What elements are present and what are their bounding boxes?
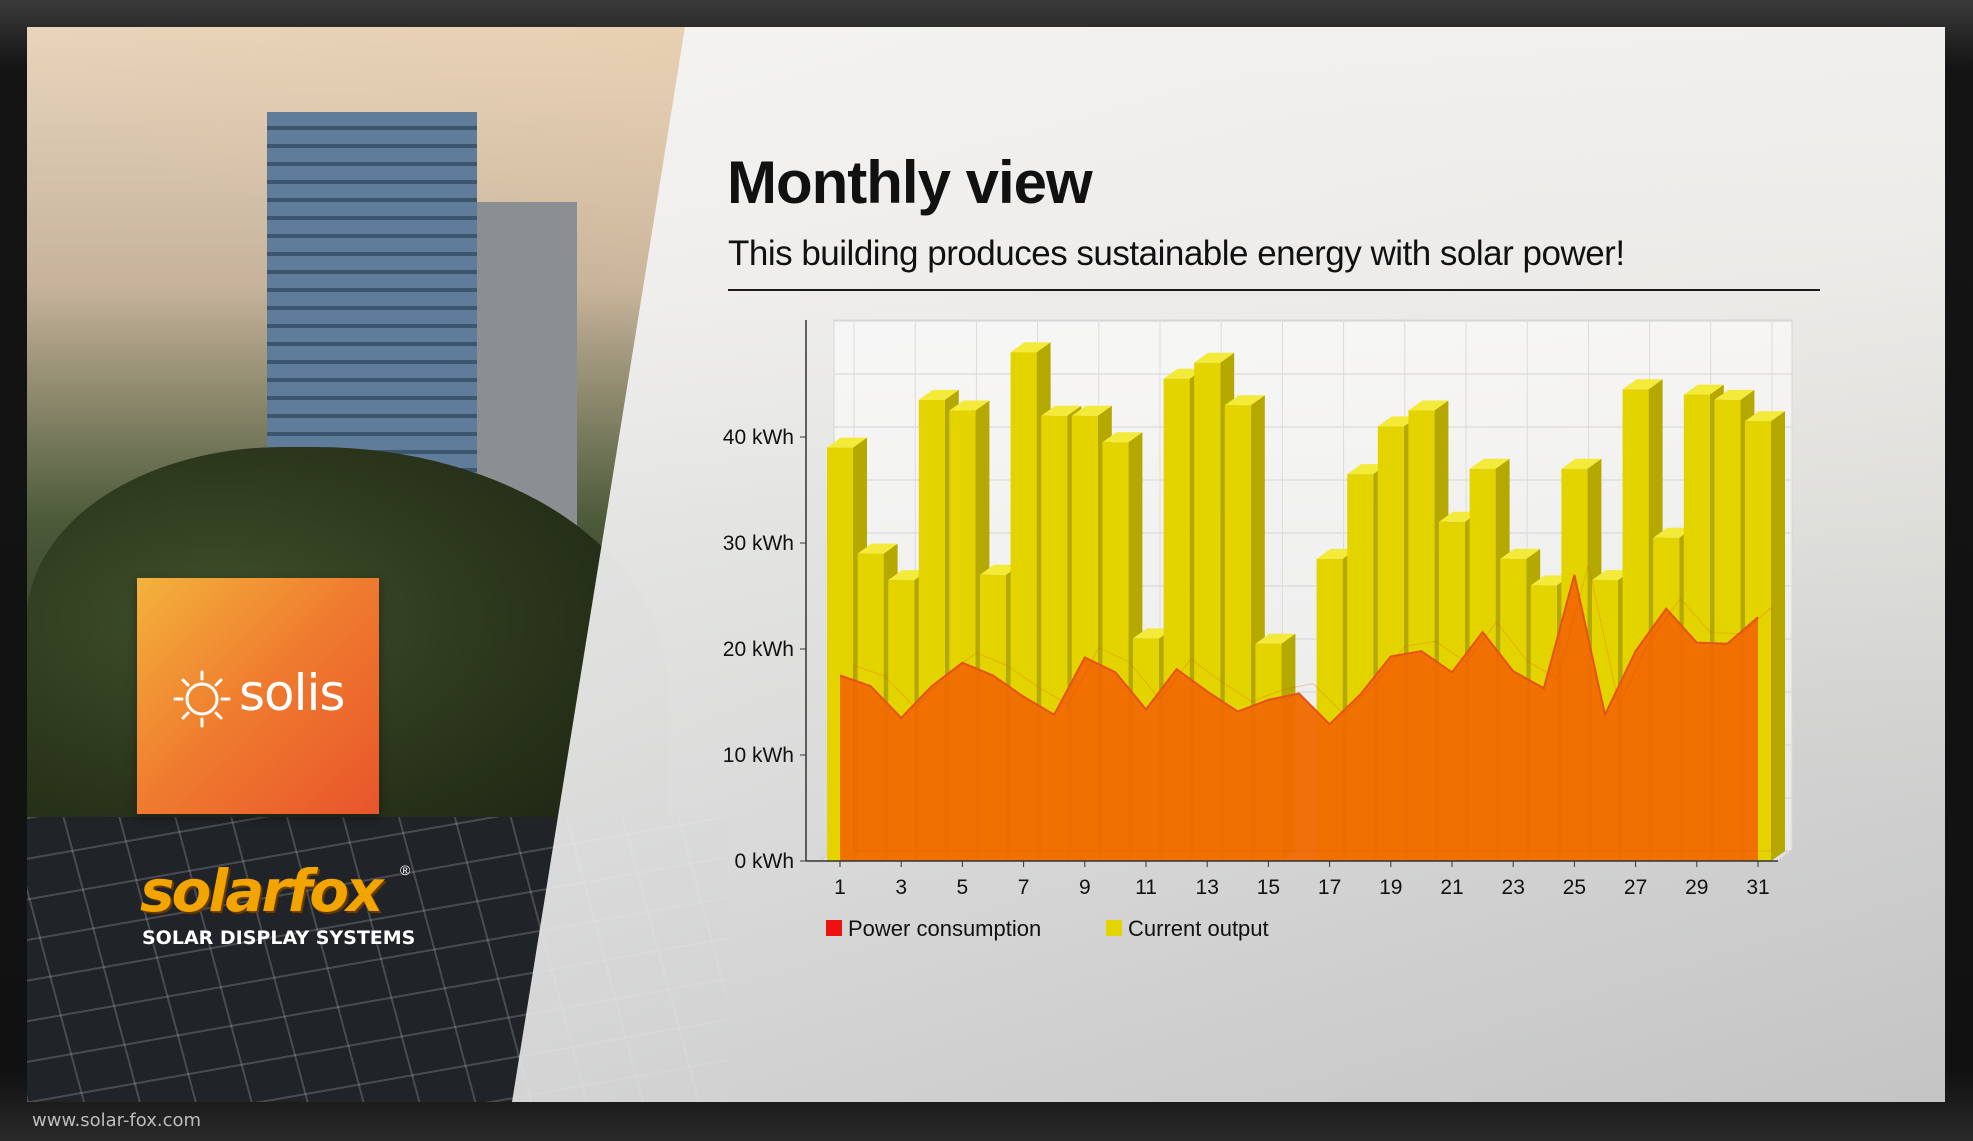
legend-swatch-power-consumption (826, 920, 842, 936)
output-bar-top (1010, 342, 1051, 353)
x-tick-label: 29 (1685, 876, 1708, 899)
output-bar-top (888, 570, 929, 581)
x-tick-label: 27 (1624, 876, 1647, 899)
output-bar-top (1500, 548, 1541, 559)
registered-mark: ® (400, 862, 411, 878)
output-bar-top (1745, 411, 1785, 422)
output-bar-top (1377, 416, 1418, 427)
x-tick-label: 23 (1502, 876, 1525, 899)
output-bar-top (1561, 458, 1602, 469)
x-tick-label: 13 (1196, 876, 1219, 899)
x-tick-label: 5 (957, 876, 969, 899)
output-bar-top (1255, 633, 1296, 644)
output-bar-top (1347, 464, 1388, 475)
x-tick-label: 7 (1018, 876, 1030, 899)
output-bar-top (980, 564, 1020, 575)
x-tick-label: 15 (1257, 876, 1280, 899)
x-tick-label: 31 (1746, 876, 1769, 899)
solarfox-tagline: SOLAR DISPLAY SYSTEMS (142, 927, 416, 949)
x-tick-label: 1 (834, 876, 846, 899)
output-bar-top (1133, 628, 1173, 639)
solarfox-logo: solarfox (140, 857, 383, 925)
solis-logo-text: solis (239, 664, 345, 722)
x-tick-label: 11 (1135, 876, 1157, 899)
y-tick-label: 10 kWh (723, 744, 794, 767)
solis-logo: solis (137, 578, 379, 814)
title-divider (728, 289, 1820, 291)
output-bar-top (1071, 405, 1112, 416)
output-bar-top (1224, 395, 1265, 406)
consumption-line (839, 574, 1759, 726)
output-bar-top (1316, 548, 1357, 559)
output-bar-top (857, 543, 898, 554)
consumption-area (840, 574, 1758, 861)
output-bar-top (1408, 400, 1449, 411)
output-bar-top (1714, 389, 1755, 400)
x-tick-label: 9 (1079, 876, 1091, 899)
output-bar-top (1194, 352, 1235, 363)
x-tick-label: 17 (1318, 876, 1341, 899)
x-tick-label: 25 (1563, 876, 1586, 899)
y-tick-label: 40 kWh (723, 426, 794, 449)
y-tick-label: 20 kWh (723, 638, 794, 661)
output-bar-top (1530, 575, 1571, 586)
x-tick-label: 21 (1440, 876, 1463, 899)
output-bar-top (918, 389, 959, 400)
output-bar-top (1592, 570, 1632, 581)
output-bar-top (1469, 458, 1510, 469)
page-title: Monthly view (727, 149, 1093, 216)
output-bar-top (949, 400, 990, 411)
sun-icon (173, 670, 231, 728)
output-bar-side (1771, 411, 1785, 861)
consumption-area-depth (853, 564, 1773, 852)
output-bar-top (1622, 379, 1663, 390)
output-bar-top (1163, 368, 1204, 379)
output-bar-top (1041, 405, 1082, 416)
output-bar-top (827, 437, 867, 448)
output-bar-top (1683, 384, 1724, 395)
legend-swatch-current-output (1106, 920, 1122, 936)
website-url: www.solar-fox.com (32, 1110, 202, 1131)
x-tick-label: 3 (895, 876, 907, 899)
output-bar-top (1439, 511, 1479, 522)
output-bar-top (1102, 432, 1143, 443)
legend-label-current-output: Current output (1128, 916, 1269, 941)
output-bar-top (1653, 527, 1694, 538)
y-tick-label: 0 kWh (734, 850, 794, 873)
x-tick-label: 19 (1379, 876, 1402, 899)
page-subtitle: This building produces sustainable energ… (728, 234, 1625, 273)
y-tick-label: 30 kWh (723, 532, 794, 555)
legend-label-power-consumption: Power consumption (848, 916, 1041, 941)
